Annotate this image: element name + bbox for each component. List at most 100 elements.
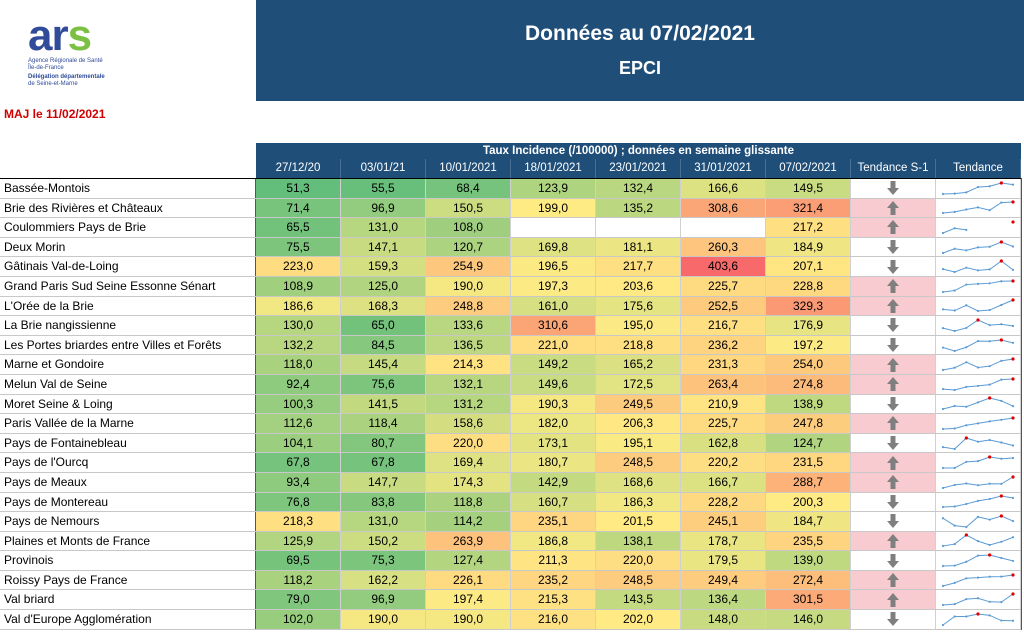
incidence-cell: 149,6: [511, 374, 596, 394]
sparkline-line: [942, 397, 1014, 410]
sparkline-point: [1011, 200, 1015, 204]
sparkline-point: [976, 460, 980, 463]
sparkline-point: [953, 483, 956, 486]
incidence-cell: 71,4: [256, 198, 341, 218]
incidence-cell: 162,2: [341, 570, 426, 590]
sparkline-point: [953, 524, 956, 527]
epci-name: Coulommiers Pays de Brie: [0, 218, 256, 237]
incidence-cell: 108,9: [256, 276, 341, 296]
sparkline-point: [941, 623, 945, 626]
incidence-cell: 135,2: [596, 198, 681, 218]
table-row: Moret Seine & Loing 100,3 141,5 131,2 190,3 2…: [0, 394, 1021, 415]
sparkline-point: [941, 212, 945, 215]
incidence-cell: 249,4: [681, 570, 766, 590]
sparkline-point: [988, 383, 991, 386]
sparkline-point: [965, 405, 968, 409]
sparkline-point: [965, 248, 968, 251]
sparkline-point: [953, 505, 956, 508]
incidence-cell: 221,0: [511, 335, 596, 355]
incidence-cell: 131,0: [341, 512, 426, 531]
incidence-cell: 150,5: [426, 198, 511, 218]
sparkline-point: [953, 329, 956, 333]
sparkline-point: [965, 345, 968, 348]
sparkline-point: [1011, 416, 1015, 420]
incidence-cell: 248,8: [426, 296, 511, 316]
incidence-cell: 139,0: [766, 551, 851, 570]
incidence-cell: 80,7: [341, 433, 426, 453]
epci-table: Bassée-Montois 51,3 55,5 68,4 123,9 132,4 166,…: [0, 178, 1021, 630]
incidence-cell: 102,0: [256, 610, 341, 629]
sparkline-point: [965, 525, 968, 528]
incidence-cell: 272,4: [766, 570, 851, 590]
incidence-cell: 92,4: [256, 374, 341, 394]
incidence-cell: 308,6: [681, 198, 766, 218]
sparkline-point: [976, 440, 980, 443]
incidence-cell: 75,6: [341, 374, 426, 394]
sparkline-point: [941, 268, 945, 271]
sparkline-point: [953, 467, 956, 470]
sparkline-point: [976, 515, 980, 518]
incidence-group-header: Taux Incidence (/100000) ; données en se…: [256, 143, 1021, 159]
sparkline-point: [965, 191, 968, 194]
sparkline-point: [953, 271, 956, 274]
sparkline-point: [1011, 457, 1015, 460]
sparkline-cell: [936, 179, 1021, 198]
incidence-cell: 186,8: [511, 531, 596, 551]
incidence-cell: 217,7: [596, 257, 681, 276]
incidence-cell: 175,6: [596, 296, 681, 316]
incidence-cell: 161,0: [511, 296, 596, 316]
incidence-cell: 190,0: [341, 610, 426, 629]
epci-name: Pays de l'Ourcq: [0, 453, 256, 472]
sparkline-point: [1011, 279, 1015, 283]
trend-arrow-cell: [851, 414, 936, 433]
sparkline-point: [1011, 341, 1015, 344]
incidence-cell: 220,0: [426, 433, 511, 453]
sparkline-line: [942, 593, 1014, 606]
sparkline-cell: [936, 355, 1021, 374]
incidence-cell: 118,2: [256, 570, 341, 590]
arrow-down-icon: [887, 259, 899, 274]
sparkline-cell: [936, 472, 1021, 492]
sparkline-point: [941, 427, 945, 431]
sparkline-cell: [936, 512, 1021, 531]
table-row: Val d'Europe Agglomération 102,0 190,0 190,…: [0, 610, 1021, 630]
epci-name: Melun Val de Seine: [0, 374, 256, 394]
incidence-cell: 190,0: [426, 276, 511, 296]
arrow-down-icon: [887, 181, 899, 196]
sparkline-point: [988, 455, 992, 459]
title-banner: Données au 07/02/2021 EPCI: [256, 0, 1024, 101]
incidence-cell: 197,4: [426, 590, 511, 610]
incidence-cell: 132,1: [426, 374, 511, 394]
table-row: Pays de Montereau 76,8 83,8 118,8 160,7 186,3…: [0, 492, 1021, 513]
incidence-cell: 127,4: [426, 551, 511, 570]
table-row: Gâtinais Val-de-Loing 223,0 159,3 254,9 196,…: [0, 257, 1021, 277]
sparkline: [941, 553, 1015, 568]
sparkline-point: [976, 318, 980, 322]
logo-line3: Délégation départementale: [28, 74, 105, 80]
arrow-up-icon: [887, 279, 899, 294]
trend-arrow-cell: [851, 355, 936, 374]
sparkline-point: [965, 460, 968, 464]
sparkline-point: [976, 206, 980, 209]
sparkline: [941, 200, 1015, 215]
incidence-cell: 65,5: [256, 218, 341, 237]
sparkline-point: [941, 387, 945, 390]
trend-arrow-cell: [851, 394, 936, 414]
sparkline-point: [1011, 443, 1015, 447]
sparkline-point: [941, 369, 945, 372]
sparkline-cell: [936, 374, 1021, 394]
sparkline-point: [1011, 497, 1015, 500]
sparkline-point: [988, 209, 991, 212]
incidence-cell: 69,5: [256, 551, 341, 570]
incidence-cell: 329,3: [766, 296, 851, 316]
sparkline-point: [1011, 592, 1015, 596]
sparkline-point: [965, 361, 968, 364]
incidence-cell: 195,1: [596, 433, 681, 453]
incidence-cell: 160,7: [511, 492, 596, 512]
sparkline-line: [942, 613, 1014, 626]
sparkline-point: [941, 604, 945, 607]
incidence-cell: 112,6: [256, 414, 341, 433]
sparkline-line: [942, 476, 1014, 489]
sparkline-point: [1011, 268, 1015, 272]
